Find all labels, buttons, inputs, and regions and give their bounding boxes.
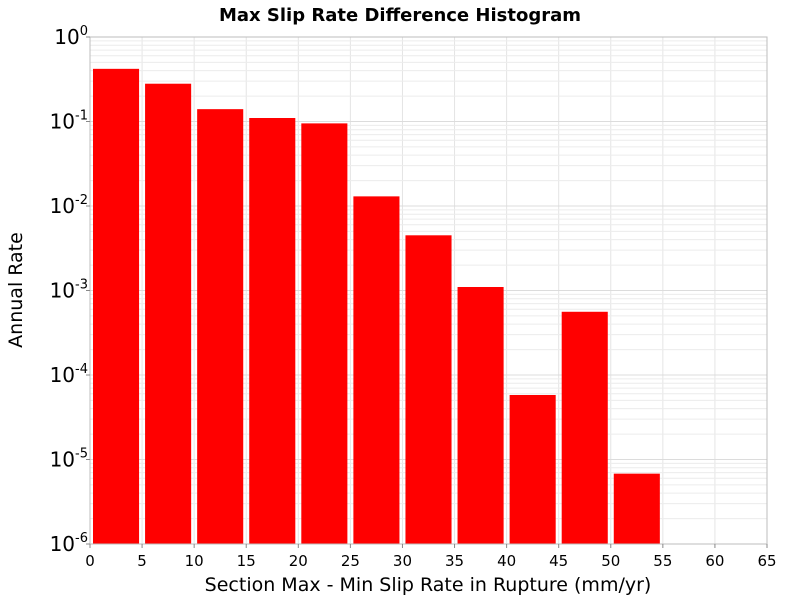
histogram-bar bbox=[509, 394, 556, 544]
histogram-bar bbox=[145, 83, 192, 544]
histogram-bar bbox=[249, 118, 296, 544]
x-tick-label: 40 bbox=[497, 552, 516, 570]
y-tick-label: 10-2 bbox=[50, 193, 88, 218]
histogram-bar bbox=[93, 68, 140, 544]
y-axis-label: Annual Rate bbox=[5, 232, 27, 348]
x-tick-label: 55 bbox=[653, 552, 672, 570]
x-tick-label: 60 bbox=[705, 552, 724, 570]
x-tick-label: 5 bbox=[137, 552, 147, 570]
histogram-bar bbox=[561, 311, 608, 544]
y-tick-label: 100 bbox=[54, 24, 88, 49]
y-tick-label: 10-4 bbox=[50, 362, 88, 387]
histogram-bar bbox=[457, 287, 504, 544]
x-tick-label: 15 bbox=[237, 552, 256, 570]
y-tick-label: 10-5 bbox=[50, 447, 88, 472]
histogram-bar bbox=[197, 109, 244, 544]
y-tick-label: 10-1 bbox=[50, 109, 88, 134]
x-axis-label: Section Max - Min Slip Rate in Rupture (… bbox=[205, 574, 652, 596]
x-tick-label: 30 bbox=[393, 552, 412, 570]
y-tick-label: 10-3 bbox=[50, 278, 88, 303]
x-tick-label: 10 bbox=[185, 552, 204, 570]
histogram-bar bbox=[301, 123, 348, 544]
bars-layer bbox=[93, 68, 660, 545]
y-tick-label: 10-6 bbox=[50, 531, 88, 556]
x-tick-label: 0 bbox=[85, 552, 95, 570]
chart-title: Max Slip Rate Difference Histogram bbox=[219, 5, 581, 26]
y-axis-ticks: 100 10-1 10-2 10-3 10-4 10-5 10-6 bbox=[50, 24, 90, 556]
histogram-bar bbox=[353, 196, 400, 545]
x-tick-label: 25 bbox=[341, 552, 360, 570]
histogram-bar bbox=[613, 473, 660, 544]
x-tick-label: 65 bbox=[757, 552, 776, 570]
x-tick-label: 50 bbox=[601, 552, 620, 570]
x-tick-label: 20 bbox=[289, 552, 308, 570]
x-tick-label: 35 bbox=[445, 552, 464, 570]
x-tick-label: 45 bbox=[549, 552, 568, 570]
x-axis-ticks: 0 5 10 15 20 25 30 35 40 45 50 55 60 65 bbox=[85, 544, 777, 570]
histogram-bar bbox=[405, 235, 452, 545]
